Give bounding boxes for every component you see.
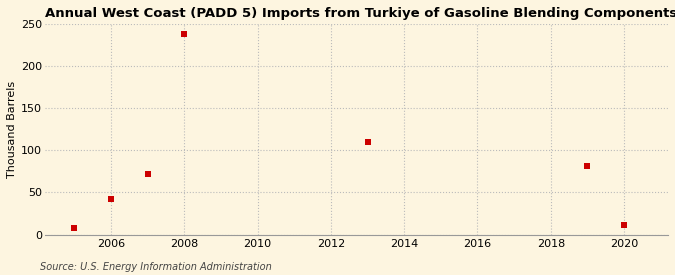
Point <box>619 222 630 227</box>
Point <box>582 163 593 168</box>
Point <box>142 172 153 176</box>
Text: Annual West Coast (PADD 5) Imports from Turkiye of Gasoline Blending Components: Annual West Coast (PADD 5) Imports from … <box>45 7 675 20</box>
Point <box>179 32 190 36</box>
Point <box>362 140 373 144</box>
Point <box>69 226 80 230</box>
Text: Source: U.S. Energy Information Administration: Source: U.S. Energy Information Administ… <box>40 262 272 272</box>
Point <box>105 197 116 201</box>
Y-axis label: Thousand Barrels: Thousand Barrels <box>7 81 17 178</box>
